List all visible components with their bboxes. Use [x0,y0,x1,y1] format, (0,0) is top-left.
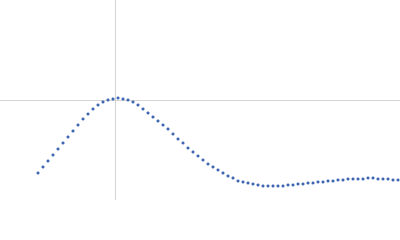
point [331,179,335,183]
chart [0,0,400,200]
point [371,176,375,180]
point [286,183,290,187]
point [141,107,145,111]
point [56,147,60,151]
point [321,180,325,184]
point [271,184,275,188]
point [201,158,205,162]
point [106,98,110,102]
point [361,177,365,181]
point [156,119,160,123]
point [296,182,300,186]
point [211,165,215,169]
point [91,107,95,111]
point [386,177,390,181]
point [251,182,255,186]
point [326,179,330,183]
point [216,168,220,172]
point [171,132,175,136]
point [266,184,270,188]
point [181,141,185,145]
point [176,137,180,141]
point [381,177,385,181]
point [151,115,155,119]
page: (() => { const data = JSON.parse(documen… [0,0,400,200]
point [81,117,85,121]
point [96,103,100,107]
point [36,171,40,175]
point [356,177,360,181]
point [341,178,345,182]
point [66,135,70,139]
point [241,180,245,184]
point [121,97,125,101]
point [166,127,170,131]
point [161,123,165,127]
point [101,100,105,104]
point [116,96,120,100]
point [291,183,295,187]
point [351,177,355,181]
point [311,181,315,185]
point [71,129,75,133]
point [61,141,65,145]
point [396,178,400,182]
point [246,181,250,185]
point [41,165,45,169]
point [191,150,195,154]
point [136,103,140,107]
point [46,159,50,163]
point [376,177,380,181]
point [256,183,260,187]
point [306,181,310,185]
point [261,184,265,188]
point [76,123,80,127]
point [301,182,305,186]
point [206,162,210,166]
point [391,178,395,182]
point [146,111,150,115]
point [196,154,200,158]
point [221,171,225,175]
point [111,97,115,101]
point [366,176,370,180]
point [236,179,240,183]
point [186,146,190,150]
point [316,180,320,184]
point [346,177,350,181]
point [231,176,235,180]
point [51,153,55,157]
point [126,98,130,102]
point [276,184,280,188]
point [336,178,340,182]
point [86,112,90,116]
point [281,184,285,188]
point [226,174,230,178]
point [131,100,135,104]
